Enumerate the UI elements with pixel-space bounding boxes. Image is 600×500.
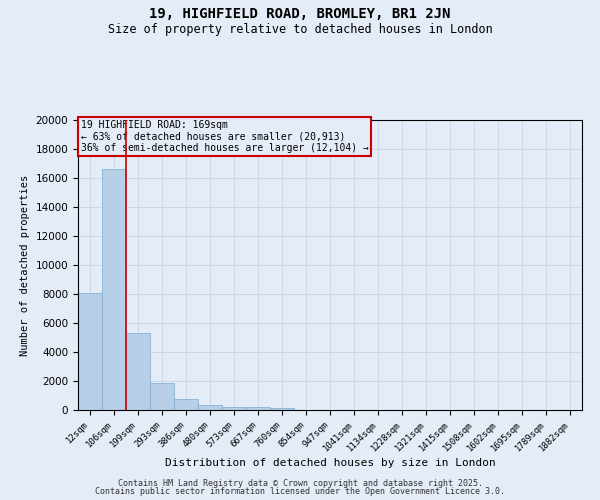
Bar (198, 405, 222, 410)
Bar (270, 408, 294, 410)
Bar (246, 408, 270, 410)
Bar (78, 292, 102, 410)
Text: 19 HIGHFIELD ROAD: 169sqm
← 63% of detached houses are smaller (20,913)
36% of s: 19 HIGHFIELD ROAD: 169sqm ← 63% of detac… (80, 120, 368, 153)
Bar (150, 383, 174, 410)
Text: Size of property relative to detached houses in London: Size of property relative to detached ho… (107, 22, 493, 36)
Bar (222, 407, 246, 410)
Bar (102, 170, 126, 410)
Bar (126, 333, 150, 410)
Y-axis label: Number of detached properties: Number of detached properties (20, 174, 30, 356)
X-axis label: Distribution of detached houses by size in London: Distribution of detached houses by size … (164, 458, 496, 468)
Bar (174, 399, 198, 410)
Text: 19, HIGHFIELD ROAD, BROMLEY, BR1 2JN: 19, HIGHFIELD ROAD, BROMLEY, BR1 2JN (149, 8, 451, 22)
Text: Contains HM Land Registry data © Crown copyright and database right 2025.: Contains HM Land Registry data © Crown c… (118, 478, 482, 488)
Text: Contains public sector information licensed under the Open Government Licence 3.: Contains public sector information licen… (95, 487, 505, 496)
